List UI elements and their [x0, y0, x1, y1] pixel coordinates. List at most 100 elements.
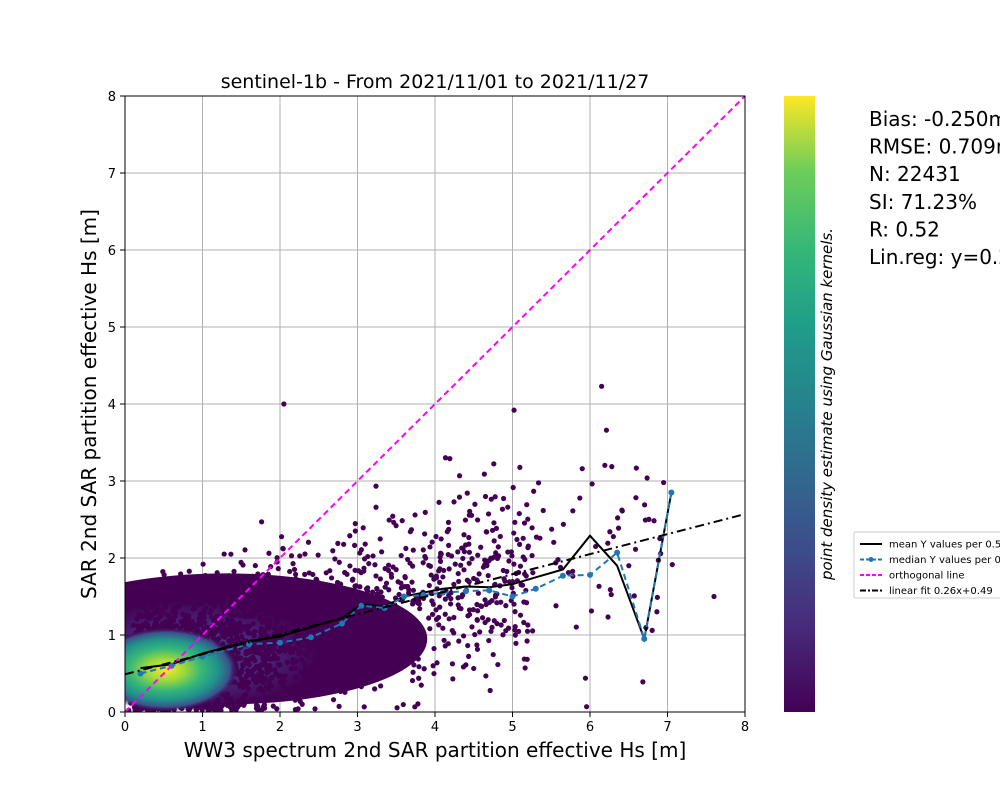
scatter-point [445, 551, 451, 558]
scatter-point [353, 583, 359, 589]
colorbar-label: point density estimate using Gaussian ke… [818, 228, 836, 581]
scatter-point [500, 632, 506, 638]
scatter-point [178, 571, 184, 577]
scatter-point [510, 484, 516, 491]
scatter-point [284, 659, 290, 665]
scatter-point [251, 696, 257, 702]
scatter-point [187, 596, 193, 602]
scatter-point [376, 593, 382, 599]
scatter-point [474, 642, 480, 648]
scatter-point [218, 626, 225, 633]
scatter-point [209, 614, 215, 620]
scatter-point [517, 612, 524, 618]
scatter-point [320, 594, 326, 600]
x-axis-label: WW3 spectrum 2nd SAR partition effective… [184, 738, 687, 762]
scatter-point [296, 606, 302, 612]
scatter-point [324, 623, 330, 629]
scatter-point [491, 461, 497, 467]
scatter-point [555, 557, 561, 563]
scatter-point [330, 670, 336, 676]
scatter-point [288, 650, 294, 656]
scatter-point [376, 643, 382, 650]
scatter-point [570, 568, 576, 574]
scatter-point [410, 547, 416, 553]
scatter-point [461, 567, 467, 573]
scatter-point [288, 553, 295, 559]
scatter-point [431, 645, 437, 652]
scatter-point [434, 660, 440, 666]
scatter-point [420, 560, 426, 566]
scatter-point [369, 649, 375, 655]
scatter-point [335, 601, 341, 607]
scatter-point [456, 638, 462, 644]
scatter-point [477, 629, 483, 635]
scatter-point [230, 703, 237, 709]
scatter-point [336, 647, 342, 653]
scatter-point [390, 564, 396, 570]
median-marker [559, 572, 566, 579]
scatter-point [309, 628, 315, 635]
scatter-point [309, 662, 316, 669]
scatter-point [361, 565, 367, 571]
scatter-point [180, 584, 186, 590]
x-tick-label: 3 [353, 720, 361, 735]
scatter-point [245, 612, 251, 618]
scatter-point [297, 642, 303, 649]
scatter-point [520, 554, 526, 560]
scatter-point [431, 670, 437, 677]
scatter-point [488, 496, 494, 502]
scatter-point [374, 652, 381, 658]
scatter-point [260, 599, 266, 606]
scatter-point [412, 704, 418, 710]
scatter-point [573, 624, 579, 630]
scatter-point [441, 567, 447, 574]
scatter-point [511, 561, 517, 567]
scatter-point [140, 604, 146, 611]
scatter-point [512, 632, 518, 638]
scatter-point [362, 613, 368, 620]
scatter-point [263, 572, 269, 579]
scatter-point [287, 685, 293, 692]
scatter-point [460, 664, 467, 670]
scatter-point [644, 475, 650, 481]
scatter-point [540, 507, 546, 514]
scatter-point [259, 585, 265, 591]
scatter-point [345, 631, 352, 637]
scatter-point [442, 596, 448, 602]
scatter-point [283, 610, 290, 616]
scatter-point [608, 591, 614, 598]
scatter-point [160, 594, 166, 600]
scatter-point [153, 609, 159, 616]
scatter-point [258, 605, 265, 612]
y-tick-label: 5 [108, 321, 116, 336]
scatter-point [242, 547, 248, 553]
scatter-point [651, 518, 657, 524]
x-tick-label: 6 [586, 720, 594, 735]
legend-box [853, 531, 1000, 599]
scatter-point [167, 623, 174, 629]
scatter-point [374, 585, 380, 592]
scatter-point [283, 599, 290, 605]
scatter-point [607, 529, 613, 535]
series-line-3 [125, 513, 745, 676]
scatter-point [386, 639, 392, 645]
scatter-point [322, 646, 329, 652]
scatter-point [179, 591, 186, 597]
scatter-point [377, 536, 383, 542]
x-tick-label: 4 [431, 720, 439, 735]
scatter-point [256, 686, 262, 693]
scatter-point [511, 530, 517, 536]
scatter-point [354, 642, 360, 648]
scatter-point [416, 675, 422, 681]
scatter-point [493, 525, 500, 531]
scatter-point [223, 631, 229, 637]
scatter-point [234, 704, 241, 710]
scatter-point [228, 696, 234, 702]
scatter-point [249, 574, 255, 580]
median-marker [277, 639, 283, 646]
x-axis-ticks: 0 1 2 3 4 5 6 7 8 [121, 712, 749, 735]
scatter-point [451, 630, 457, 636]
stat-line: N: 22431 [869, 162, 961, 186]
scatter-point [326, 662, 332, 668]
scatter-point [372, 622, 378, 628]
